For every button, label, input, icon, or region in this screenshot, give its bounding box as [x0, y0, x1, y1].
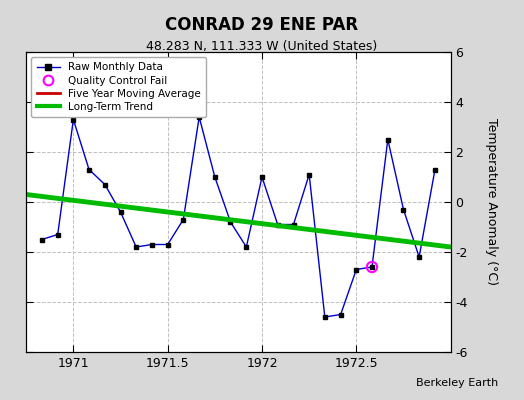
Text: Berkeley Earth: Berkeley Earth: [416, 378, 498, 388]
Text: CONRAD 29 ENE PAR: CONRAD 29 ENE PAR: [166, 16, 358, 34]
Point: [368, 264, 376, 270]
Legend: Raw Monthly Data, Quality Control Fail, Five Year Moving Average, Long-Term Tren: Raw Monthly Data, Quality Control Fail, …: [31, 57, 206, 117]
Y-axis label: Temperature Anomaly (°C): Temperature Anomaly (°C): [485, 118, 498, 286]
Text: 48.283 N, 111.333 W (United States): 48.283 N, 111.333 W (United States): [146, 40, 378, 53]
